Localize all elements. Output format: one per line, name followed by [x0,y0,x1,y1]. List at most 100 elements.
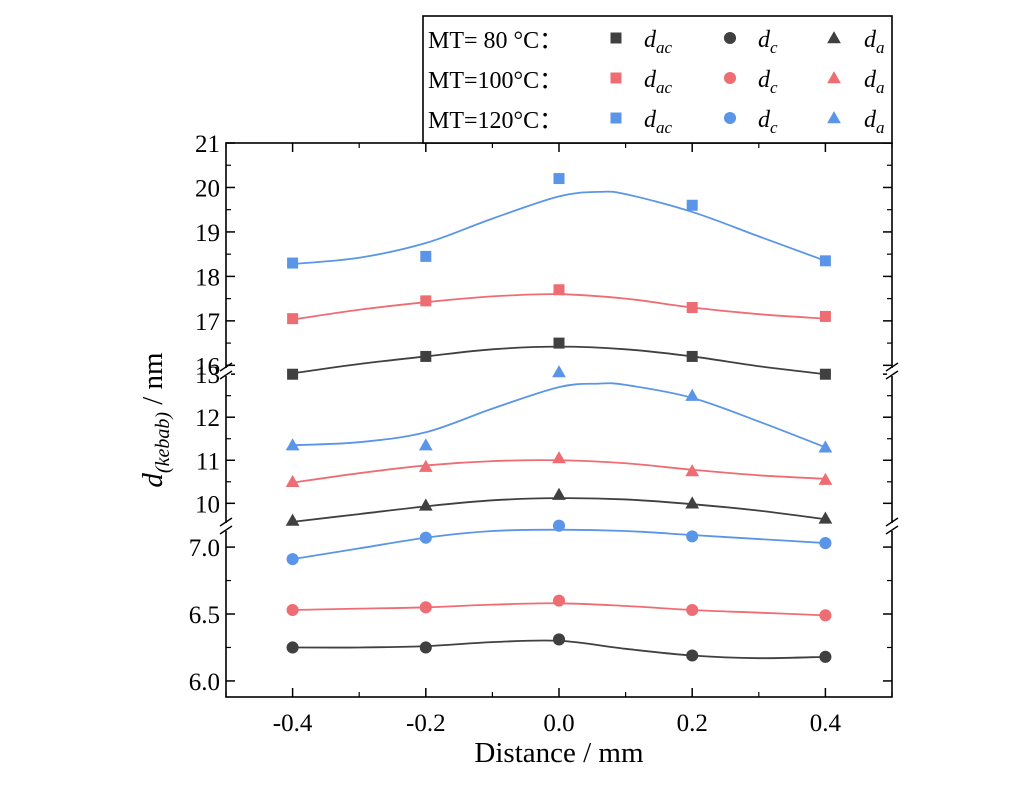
legend-marker-triangle [827,111,841,124]
data-point-dc [419,641,432,654]
y-tick-label: 13 [195,362,220,389]
data-point-da [285,438,300,451]
data-point-dc [552,594,566,607]
legend-symbol-sub: ac [656,38,673,57]
legend-symbol-main: d [758,67,771,93]
legend-marker-circle [723,111,737,125]
data-point-dac [553,337,565,349]
data-point-da [818,440,833,453]
legend-symbol-main: d [864,67,877,93]
y-axis-title-sub: (kebab) [152,412,174,473]
data-point-dac [819,255,831,267]
data-point-dac [553,173,565,185]
data-point-dac [420,295,432,307]
legend-box [422,15,893,144]
data-point-dc [552,633,566,646]
legend-symbol-sub: c [770,38,778,57]
data-point-dac [420,350,432,362]
data-point-dc [686,530,699,543]
x-tick-label: 0.2 [677,710,708,737]
data-point-da [552,365,566,378]
data-point-da [685,464,700,477]
data-point-dc [552,519,566,532]
axis-break-mark [885,370,899,380]
data-points [285,173,833,663]
data-point-da [552,451,566,464]
legend-marker-square [610,32,622,44]
legend-symbol-label: dac [644,107,673,137]
legend-symbol-main: d [644,107,657,133]
legend-symbol-main: d [758,107,771,133]
y-axis-title-unit: / nm [137,352,169,412]
data-point-dc [819,609,832,622]
legend-symbol-main: d [864,27,877,53]
y-tick-label: 6.5 [189,602,220,629]
axis-break-mark [885,517,899,527]
data-point-dc [286,553,299,566]
data-point-dac [553,284,565,296]
axis-break-mark [885,362,899,372]
data-point-da [418,498,433,511]
legend-symbol-label: da [864,27,885,57]
data-point-dc [819,650,832,663]
legend-symbol-sub: c [770,118,778,137]
data-point-da [552,487,566,500]
data-point-dc [419,601,432,614]
data-point-dac [819,310,831,322]
data-point-da [685,496,700,509]
legend-symbol-label: dac [644,27,673,57]
legend-symbol-label: da [864,107,885,137]
data-point-da [418,459,433,472]
legend-symbol-sub: a [876,38,885,57]
axis-break-mark [885,525,899,535]
data-point-dac [420,250,432,262]
legend-marker-triangle [827,71,841,84]
legend-symbol-main: d [644,67,657,93]
x-tick-label: -0.2 [406,710,446,737]
y-tick-label: 19 [195,220,220,247]
legend-symbol-main: d [758,27,771,53]
legend-row-label: MT=100°C： [428,68,563,94]
legend-symbol-label: dc [758,27,778,57]
fit-curve [292,293,826,321]
axis-break-gap [221,368,231,376]
legend-row-label: MT= 80 °C： [428,28,563,54]
data-point-dc [819,537,832,550]
legend-symbol-label: dc [758,107,778,137]
legend-marker-square [610,72,622,84]
data-point-dac [287,313,299,325]
data-point-da [285,474,300,487]
legend-symbol-label: dc [758,67,778,97]
y-tick-label: 20 [195,175,220,202]
axis-break-mark [219,517,233,527]
x-tick-label: -0.4 [273,710,313,737]
y-tick-label: 18 [195,264,220,291]
legend-symbol-label: da [864,67,885,97]
legend-symbol-main: d [644,27,657,53]
data-point-dac [686,199,698,211]
legend-symbol-sub: c [770,78,778,97]
y-tick-label: 16 [195,353,220,380]
x-tick-label: 0.0 [543,710,574,737]
fit-curve [292,497,826,523]
axis-break-gap [887,368,897,376]
data-point-dc [286,641,299,654]
legend-symbol-sub: a [876,78,885,97]
legend-symbol-sub: ac [656,78,673,97]
data-point-dac [287,257,299,269]
legend-marker-square [610,112,622,124]
x-tick-label: 0.4 [810,710,842,737]
data-point-dc [686,603,699,617]
legend-symbol-main: d [864,107,877,133]
data-point-dc [686,649,699,662]
data-point-dac [686,350,698,362]
x-axis-title: Distance / mm [474,737,644,769]
fit-curve [292,190,826,265]
axis-breaks [219,362,899,535]
axis-break-gap [221,523,231,531]
data-point-dac [686,302,698,314]
legend-marker-circle [723,71,737,85]
